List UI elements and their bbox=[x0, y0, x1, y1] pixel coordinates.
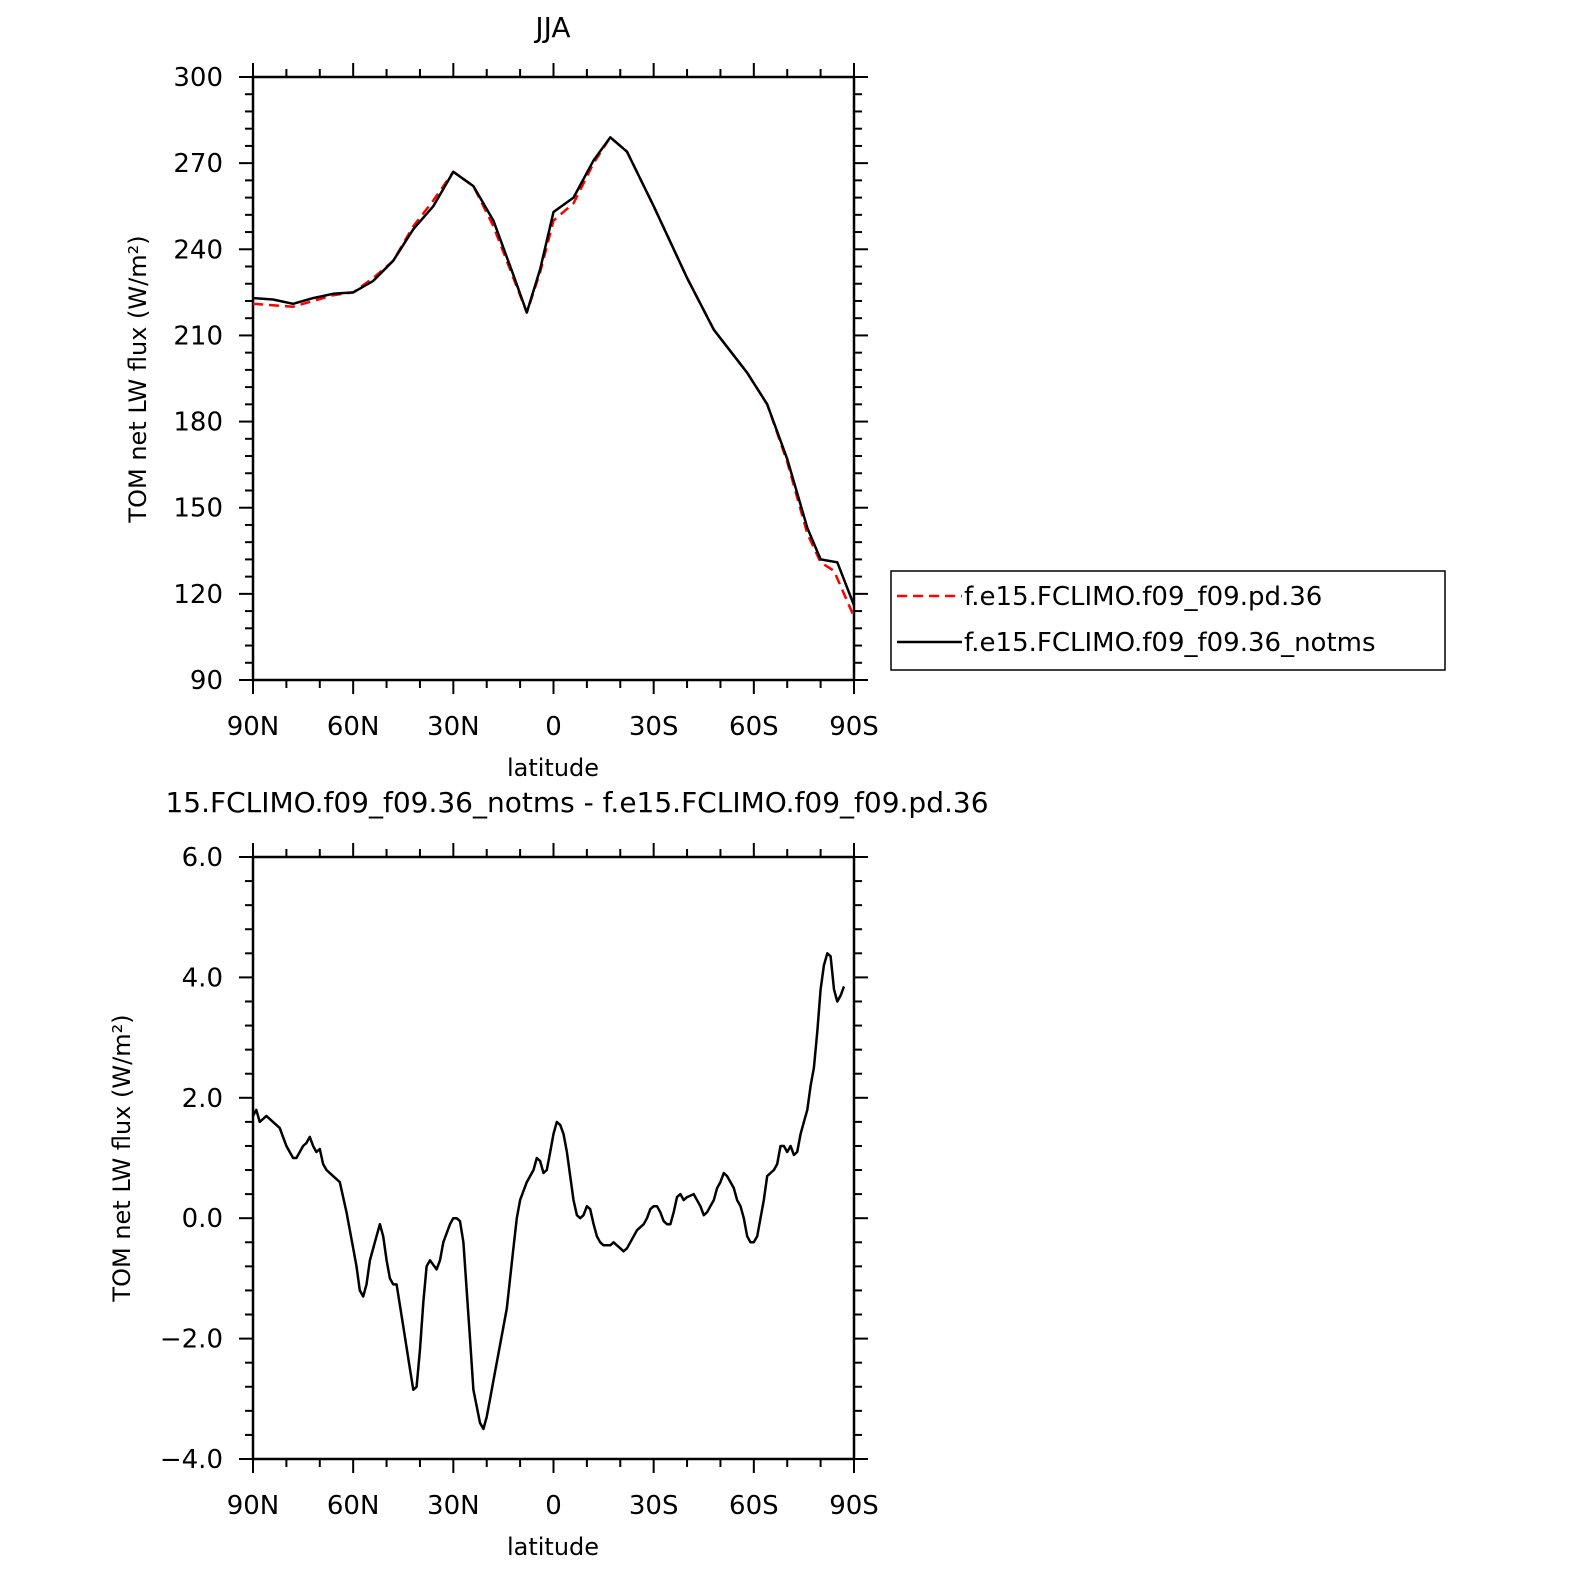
x-tick-label: 60S bbox=[729, 712, 779, 742]
x-tick-label: 60S bbox=[729, 1491, 779, 1521]
y-tick-label: 90 bbox=[190, 666, 223, 696]
y-tick-label: −2.0 bbox=[160, 1325, 223, 1355]
plot-frame bbox=[251, 855, 856, 1461]
x-tick-label: 60N bbox=[327, 712, 380, 742]
x-tick-label: 90N bbox=[227, 712, 280, 742]
y-tick-label: 4.0 bbox=[182, 963, 223, 993]
x-tick-label: 0 bbox=[545, 712, 562, 742]
chart-title: 15.FCLIMO.f09_f09.36_notms - f.e15.FCLIM… bbox=[165, 786, 988, 819]
bottom-panel: 15.FCLIMO.f09_f09.36_notms - f.e15.FCLIM… bbox=[108, 786, 989, 1561]
series-line-2 bbox=[252, 136, 856, 606]
y-tick-label: −4.0 bbox=[160, 1445, 223, 1475]
y-tick-label: 0.0 bbox=[182, 1204, 223, 1234]
top-panel: JJA 90N 60N 30N 0 30S 60S 90S 90 120 150 180 210 24… bbox=[124, 11, 1446, 782]
series-group bbox=[252, 136, 856, 618]
series-line-1 bbox=[251, 952, 846, 1431]
axis-ticks bbox=[239, 843, 868, 1473]
x-tick-label: 60N bbox=[327, 1491, 380, 1521]
x-tick-labels: 90N 60N 30N 0 30S 60S 90S bbox=[227, 712, 879, 742]
y-tick-label: 240 bbox=[173, 235, 223, 265]
y-tick-label: 2.0 bbox=[182, 1084, 223, 1114]
plot-frame bbox=[251, 75, 856, 682]
y-axis-label: TOM net LW flux (W/m²) bbox=[108, 1014, 136, 1302]
y-tick-label: 300 bbox=[173, 63, 223, 93]
x-tick-label: 90S bbox=[829, 1491, 879, 1521]
x-axis-label: latitude bbox=[507, 1533, 599, 1561]
y-tick-label: 270 bbox=[173, 149, 223, 179]
axis-ticks bbox=[239, 63, 868, 694]
legend-box bbox=[890, 570, 1446, 671]
y-tick-label: 210 bbox=[173, 321, 223, 351]
y-tick-labels: −4.0 −2.0 0.0 2.0 4.0 6.0 bbox=[160, 843, 223, 1475]
chart-title: JJA bbox=[533, 11, 570, 44]
legend-label-series-2: f.e15.FCLIMO.f09_f09.36_notms bbox=[964, 628, 1376, 658]
y-tick-label: 6.0 bbox=[182, 843, 223, 873]
x-tick-label: 30S bbox=[629, 1491, 679, 1521]
y-tick-label: 150 bbox=[173, 494, 223, 524]
x-tick-label: 0 bbox=[545, 1491, 562, 1521]
y-tick-labels: 90 120 150 180 210 240 270 300 bbox=[173, 63, 223, 696]
x-tick-label: 30N bbox=[427, 1491, 480, 1521]
series-line-1 bbox=[252, 136, 856, 618]
legend: f.e15.FCLIMO.f09_f09.pd.36 f.e15.FCLIMO.… bbox=[890, 570, 1446, 671]
x-tick-label: 90N bbox=[227, 1491, 280, 1521]
series-group bbox=[251, 952, 846, 1431]
x-tick-label: 30S bbox=[629, 712, 679, 742]
x-tick-label: 90S bbox=[829, 712, 879, 742]
y-axis-label: TOM net LW flux (W/m²) bbox=[124, 235, 152, 523]
x-axis-label: latitude bbox=[507, 754, 599, 782]
y-tick-label: 180 bbox=[173, 408, 223, 438]
y-tick-label: 120 bbox=[173, 580, 223, 610]
x-tick-labels: 90N 60N 30N 0 30S 60S 90S bbox=[227, 1491, 879, 1521]
legend-label-series-1: f.e15.FCLIMO.f09_f09.pd.36 bbox=[964, 582, 1322, 612]
x-tick-label: 30N bbox=[427, 712, 480, 742]
